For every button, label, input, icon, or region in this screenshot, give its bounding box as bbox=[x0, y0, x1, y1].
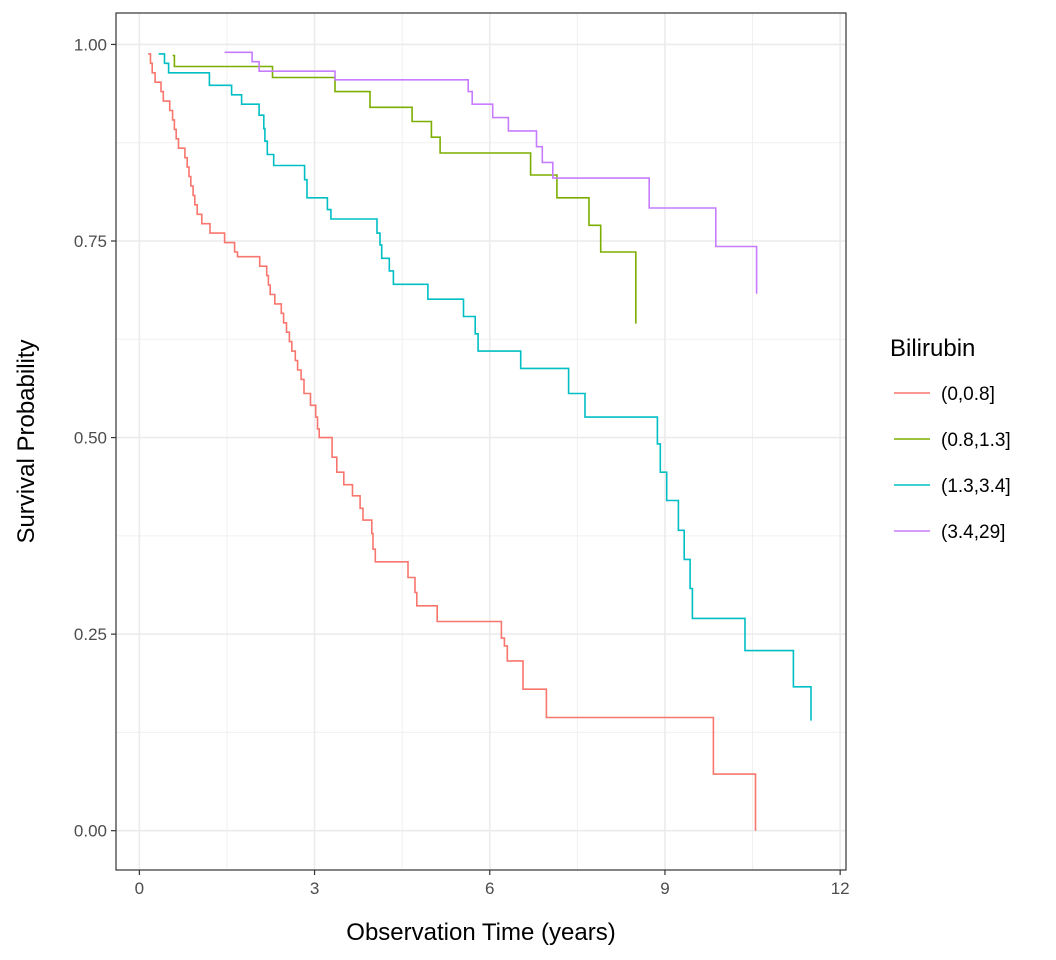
legend: Bilirubin (0,0.8] (0.8,1.3] (1.3,3.4] (3.4,… bbox=[890, 335, 1011, 543]
y-tick-label: 1.00 bbox=[74, 35, 107, 54]
x-tick-label: 9 bbox=[660, 879, 669, 898]
x-axis-title: Observation Time (years) bbox=[346, 919, 615, 946]
series-line-(0.8,1.3] bbox=[172, 54, 637, 324]
series-line-(1.3,3.4] bbox=[158, 53, 812, 721]
x-tick-label: 3 bbox=[310, 879, 319, 898]
legend-label: (0,0.8] bbox=[941, 384, 995, 405]
panel-border bbox=[115, 12, 847, 871]
legend-label: (3.4,29] bbox=[941, 522, 1005, 543]
y-tick-label: 0.75 bbox=[74, 232, 107, 251]
series-lines bbox=[148, 51, 812, 831]
grid-lines bbox=[116, 13, 846, 870]
x-tick-label: 6 bbox=[485, 879, 494, 898]
y-tick-label: 0.00 bbox=[74, 822, 107, 841]
x-tick-label: 0 bbox=[135, 879, 144, 898]
legend-label: (0.8,1.3] bbox=[941, 430, 1011, 451]
x-tick-label: 12 bbox=[831, 879, 850, 898]
y-tick-label: 0.25 bbox=[74, 625, 107, 644]
legend-label: (1.3,3.4] bbox=[941, 476, 1011, 497]
series-line-(3.4,29] bbox=[224, 51, 758, 294]
axes: 0 3 6 9 12 0.00 0.25 0.50 0.75 1.00 bbox=[74, 35, 850, 898]
y-tick-label: 0.50 bbox=[74, 429, 107, 448]
y-axis-title: Survival Probability bbox=[13, 339, 40, 543]
legend-title: Bilirubin bbox=[890, 335, 975, 362]
series-line-(0,0.8] bbox=[148, 53, 757, 831]
